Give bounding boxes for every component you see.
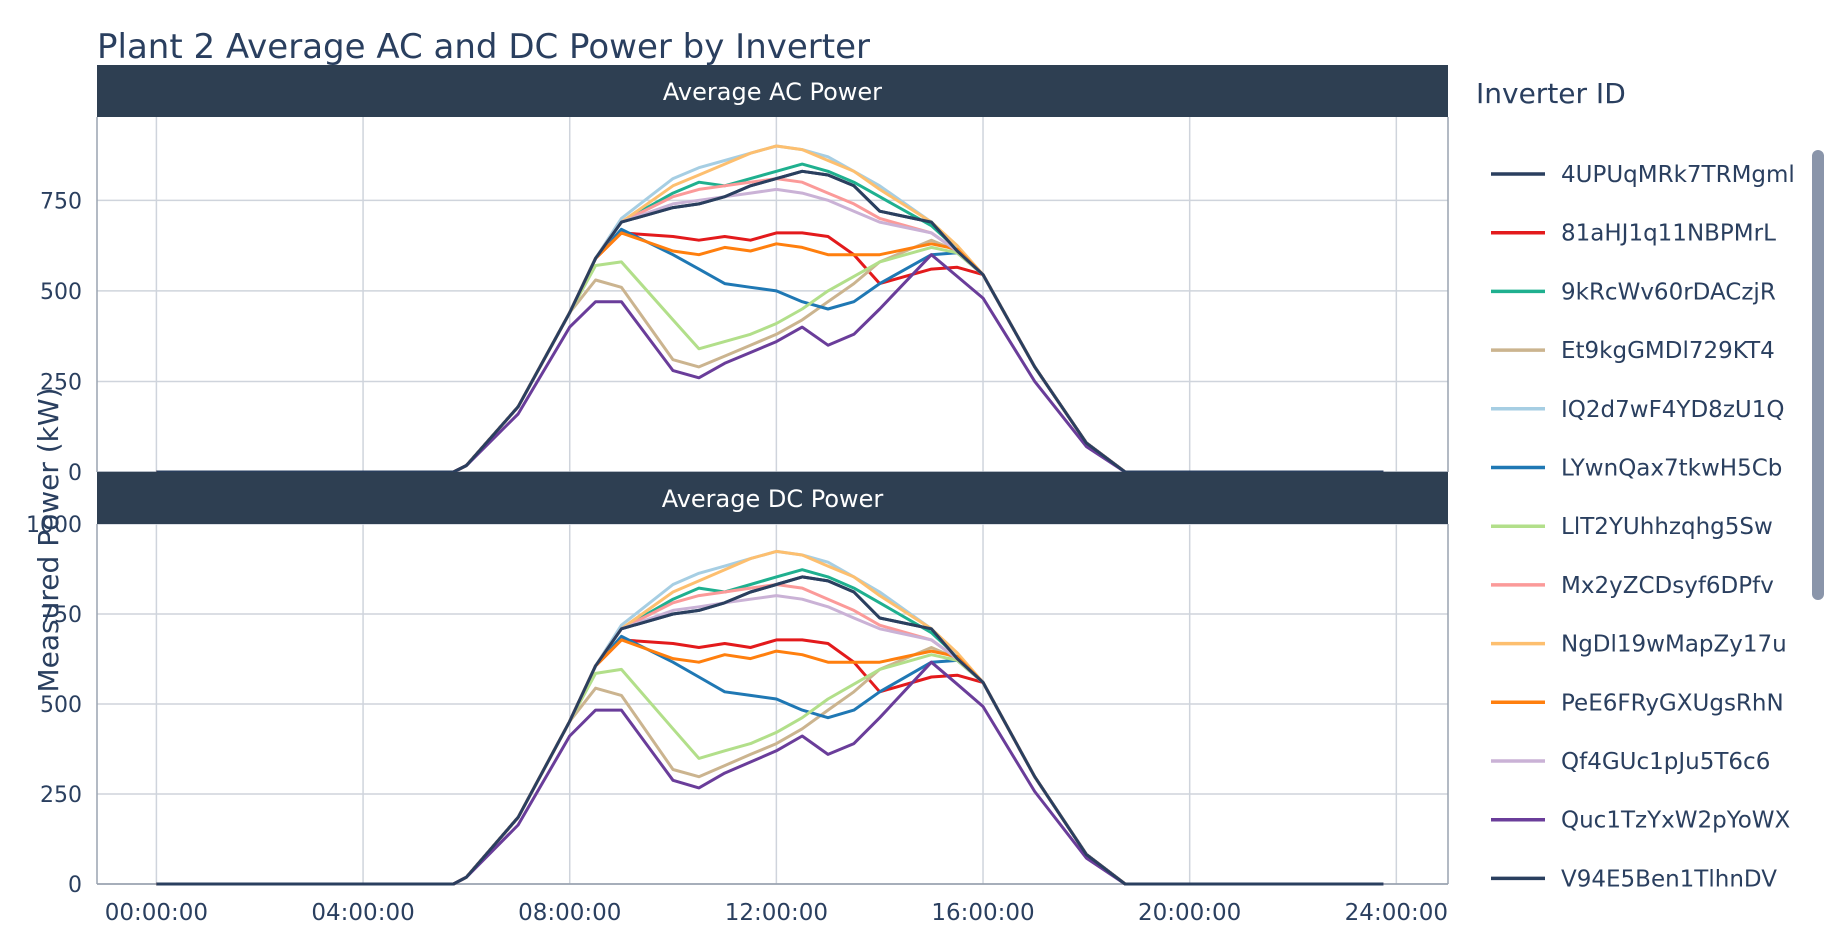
x-tick-label: 04:00:00 [311, 900, 414, 926]
legend-items: 4UPUqMRk7TRMgml 81aHJ1q11NBPMrL 9kRcWv60rD… [1491, 162, 1795, 892]
x-tick-label: 12:00:00 [725, 900, 828, 926]
legend-label: NgDl19wMapZy17u [1561, 632, 1787, 658]
legend-label: PeE6FRyGXUgsRhN [1561, 690, 1784, 716]
panel-title: Average DC Power [662, 485, 884, 513]
y-axis-label: Measured Power (kW) [32, 388, 65, 693]
panel-header [97, 65, 1448, 117]
legend-scrollbar[interactable] [1812, 150, 1824, 600]
legend-label: 4UPUqMRk7TRMgml [1561, 162, 1795, 188]
legend-label: Et9kgGMDl729KT4 [1561, 338, 1775, 364]
y-tick-label: 750 [40, 603, 82, 628]
legend-item[interactable]: Qf4GUc1pJu5T6c6 [1491, 749, 1770, 775]
series-line[interactable] [156, 660, 1384, 886]
y-tick-label: 0 [68, 873, 82, 898]
legend-label: Quc1TzYxW2pYoWX [1561, 808, 1791, 834]
legend-item[interactable]: PeE6FRyGXUgsRhN [1491, 690, 1784, 716]
legend-label: LlT2YUhhzqhg5Sw [1561, 514, 1773, 540]
panel-2: 0 250 500 750 1000 Average DC Power [26, 472, 1449, 898]
legend-label: 9kRcWv60rDACzjR [1561, 279, 1776, 305]
legend[interactable]: Inverter ID 4UPUqMRk7TRMgml 81aHJ1q11NBPM… [1476, 77, 1824, 892]
legend-item[interactable]: 9kRcWv60rDACzjR [1491, 279, 1776, 305]
panel-title: Average AC Power [663, 78, 882, 106]
legend-label: LYwnQax7tkwH5Cb [1561, 456, 1782, 482]
legend-title: Inverter ID [1476, 77, 1626, 110]
y-tick-label: 250 [40, 370, 82, 395]
legend-item[interactable]: Mx2yZCDsyf6DPfv [1491, 573, 1774, 599]
legend-label: Qf4GUc1pJu5T6c6 [1561, 749, 1770, 775]
panel-header [97, 472, 1448, 524]
chart-title: Plant 2 Average AC and DC Power by Inver… [97, 27, 870, 67]
y-tick-label: 0 [68, 461, 82, 486]
x-tick-label: 08:00:00 [518, 900, 621, 926]
legend-item[interactable]: Quc1TzYxW2pYoWX [1491, 808, 1791, 834]
plot-layer: 0 250 500 750 Average AC Power 0 250 500 750 1000… [26, 65, 1449, 926]
x-tick-label: 00:00:00 [105, 900, 208, 926]
legend-item[interactable]: NgDl19wMapZy17u [1491, 632, 1787, 658]
legend-label: 81aHJ1q11NBPMrL [1561, 221, 1776, 247]
y-tick-label: 750 [40, 189, 82, 214]
y-tick-label: 250 [40, 783, 82, 808]
legend-item[interactable]: LYwnQax7tkwH5Cb [1491, 456, 1782, 482]
legend-label: Mx2yZCDsyf6DPfv [1561, 573, 1774, 599]
legend-item[interactable]: Et9kgGMDl729KT4 [1491, 338, 1775, 364]
series-line[interactable] [156, 575, 1384, 886]
legend-item[interactable]: V94E5Ben1TlhnDV [1491, 866, 1777, 892]
y-tick-label: 1000 [26, 513, 82, 538]
x-axis-ticks: 00:00:00 04:00:00 08:00:00 12:00:00 16:00:00… [105, 900, 1448, 926]
legend-item[interactable]: LlT2YUhhzqhg5Sw [1491, 514, 1773, 540]
panel-1: 0 250 500 750 Average AC Power [40, 65, 1449, 486]
series-line[interactable] [156, 169, 1384, 474]
y-tick-label: 500 [40, 280, 82, 305]
legend-label: IQ2d7wF4YD8zU1Q [1561, 397, 1784, 423]
legend-item[interactable]: 81aHJ1q11NBPMrL [1491, 221, 1776, 247]
x-tick-label: 24:00:00 [1345, 900, 1448, 926]
legend-item[interactable]: 4UPUqMRk7TRMgml [1491, 162, 1795, 188]
x-tick-label: 16:00:00 [931, 900, 1034, 926]
y-tick-label: 500 [40, 693, 82, 718]
plot-background [97, 117, 1448, 472]
x-tick-label: 20:00:00 [1138, 900, 1241, 926]
legend-item[interactable]: IQ2d7wF4YD8zU1Q [1491, 397, 1784, 423]
legend-label: V94E5Ben1TlhnDV [1561, 866, 1777, 892]
series-line[interactable] [156, 253, 1384, 474]
